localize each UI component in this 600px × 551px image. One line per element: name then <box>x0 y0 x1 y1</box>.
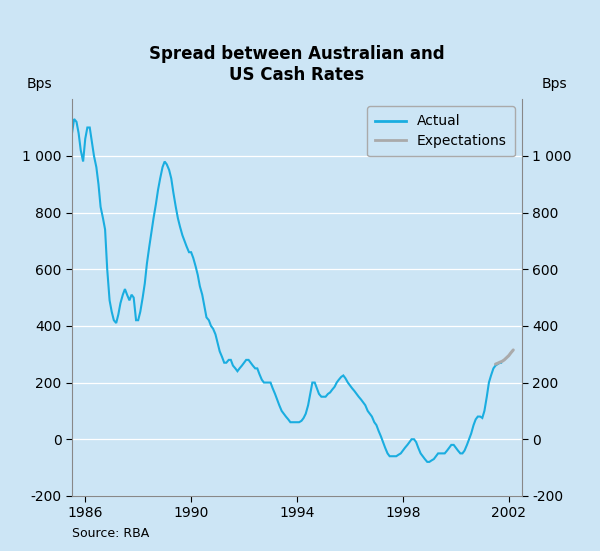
Actual <box>88 138 95 145</box>
Actual <box>190 255 197 261</box>
Actual <box>476 413 484 420</box>
Actual <box>71 116 78 122</box>
Actual <box>424 458 431 465</box>
Title: Spread between Australian and
US Cash Rates: Spread between Australian and US Cash Ra… <box>149 45 445 84</box>
Line: Actual: Actual <box>72 119 502 462</box>
Text: Bps: Bps <box>27 77 53 91</box>
Expectations <box>505 352 512 359</box>
Expectations <box>503 354 510 361</box>
Expectations <box>496 359 503 365</box>
Actual <box>441 450 448 457</box>
Legend: Actual, Expectations: Actual, Expectations <box>367 106 515 156</box>
Text: Source: RBA: Source: RBA <box>72 527 149 540</box>
Actual <box>358 396 365 403</box>
Expectations <box>509 347 517 353</box>
Text: Bps: Bps <box>541 77 567 91</box>
Actual <box>68 130 76 137</box>
Expectations <box>507 349 514 356</box>
Expectations <box>492 361 499 368</box>
Expectations <box>499 358 506 365</box>
Expectations <box>500 356 508 363</box>
Actual <box>499 359 506 366</box>
Actual <box>311 379 319 386</box>
Line: Expectations: Expectations <box>496 350 513 364</box>
Expectations <box>494 360 501 366</box>
